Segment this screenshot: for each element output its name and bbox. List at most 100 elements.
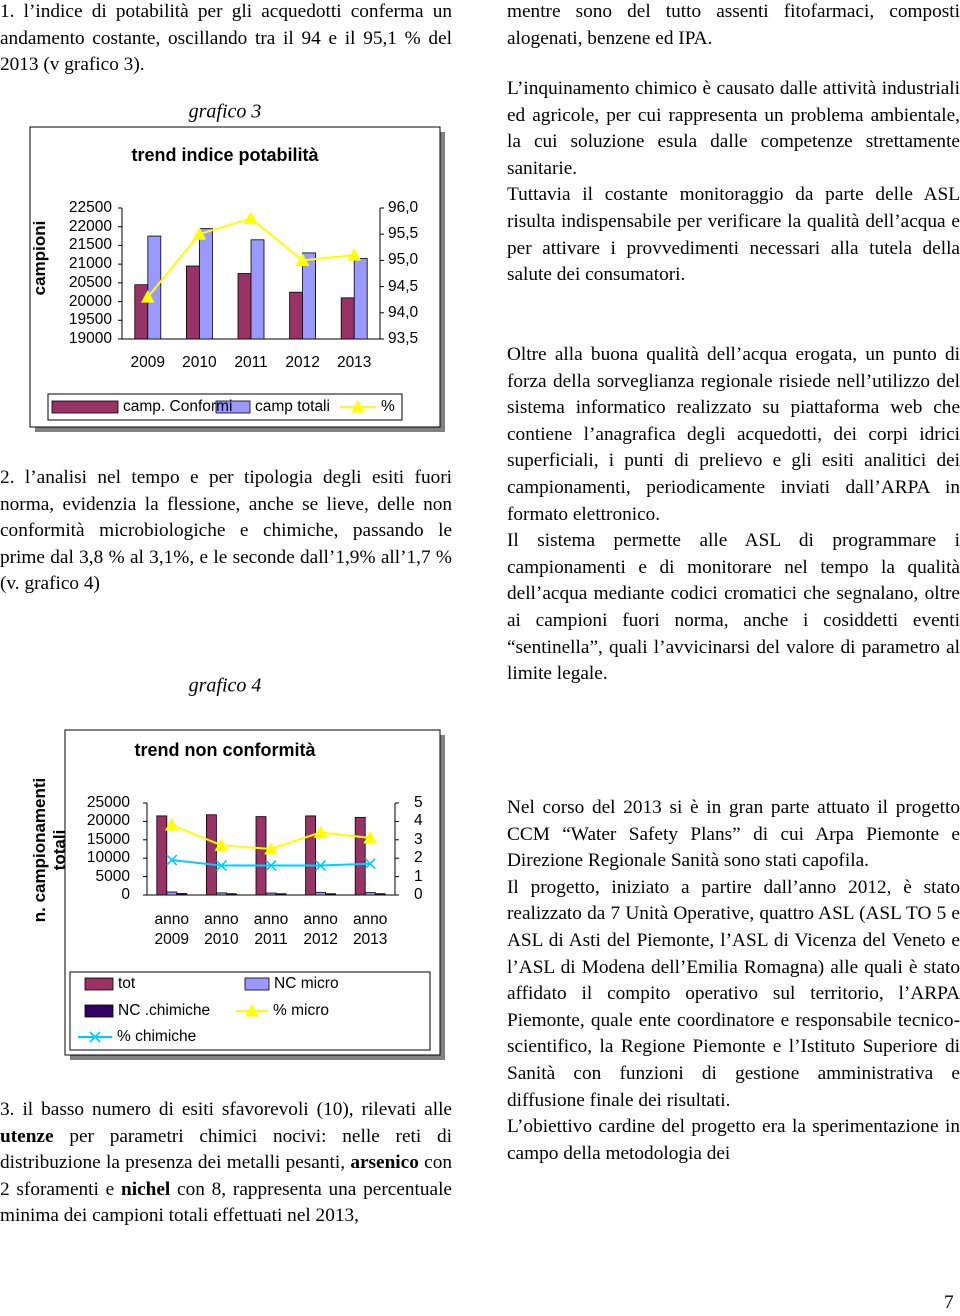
y-axis-label: campioni: [30, 220, 49, 296]
y2-tick-label: 3: [414, 830, 423, 848]
bar: [225, 893, 237, 896]
x-tick-label: anno 2013: [352, 911, 388, 948]
x-tick-label: 2011: [234, 354, 268, 371]
legend-swatch: [84, 1004, 114, 1018]
paragraph: Oltre alla buona qualità dell’acqua erog…: [507, 344, 960, 525]
bar: [185, 265, 200, 340]
page-number: 7: [944, 1292, 954, 1313]
paragraph: 1. l’indice di potabilità per gli acqued…: [0, 1, 452, 76]
y2-tick-label: 94,5: [388, 277, 419, 295]
y2-tick-label: 4: [414, 812, 423, 830]
y-tick-label: 15000: [86, 830, 130, 848]
y-tick-label: 19000: [68, 330, 112, 347]
bold-text: nichel: [120, 1178, 171, 1200]
bar: [325, 893, 337, 896]
x-tick-label: anno 2011: [253, 911, 289, 948]
y-tick-label: 10000: [86, 849, 130, 867]
y-tick-label: 20000: [68, 292, 112, 310]
bar: [340, 297, 355, 340]
marker: [214, 838, 229, 851]
y2-tick-label: 0: [414, 886, 423, 903]
marker: [363, 830, 378, 844]
marker: [351, 399, 365, 413]
figure-caption: grafico 4: [188, 674, 262, 697]
y-axis-label: n. campionamenti totali: [30, 777, 69, 923]
paragraph: Nel corso del 2013 si è in gran parte at…: [507, 797, 960, 872]
y2-tick-label: 5: [414, 794, 423, 811]
legend-label: % chimiche: [117, 1028, 197, 1045]
legend-label: % micro: [273, 1002, 329, 1019]
bar: [250, 239, 265, 340]
marker: [244, 211, 258, 224]
legend-swatch: [84, 977, 114, 991]
legend-swatch: [215, 400, 251, 414]
bar: [237, 273, 252, 340]
marker: [313, 825, 328, 838]
text-block: Nel corso del 2013 si è in gran parte at…: [507, 795, 960, 1167]
y-tick-label: 25000: [86, 794, 130, 811]
marker: [164, 818, 179, 831]
legend-label: NC .chimiche: [118, 1002, 211, 1019]
x-tick-label: 2013: [336, 354, 372, 371]
bar: [198, 228, 213, 340]
bar: [353, 258, 368, 340]
x-tick-label: 2010: [182, 354, 217, 371]
text-block: L’inquinamento chimico è causato dalle a…: [507, 76, 960, 289]
bar: [255, 816, 267, 896]
legend-swatch: [51, 400, 119, 414]
bar: [176, 893, 188, 896]
bar: [147, 235, 162, 340]
marker: [315, 859, 327, 872]
bar: [156, 815, 168, 896]
legend-frame: [69, 971, 431, 1051]
marker: [245, 1003, 259, 1017]
y-tick-label: 20500: [68, 273, 112, 291]
x-tick-label: 2012: [285, 354, 320, 371]
legend-swatch: [244, 977, 270, 991]
paragraph: L’inquinamento chimico è causato dalle a…: [507, 78, 960, 179]
chart-title: trend non conformità: [134, 740, 316, 760]
marker: [265, 859, 277, 872]
x-tick-label: anno 2009: [154, 911, 190, 948]
text: per parametri chimici nocivi: nelle reti…: [0, 1125, 452, 1174]
legend-label: %: [381, 398, 395, 415]
text: con 2 sforamenti e: [0, 1152, 452, 1200]
paragraph: Il sistema permette alle ASL di programm…: [507, 530, 960, 685]
paragraph: L’obiettivo cardine del progetto era la …: [507, 1116, 960, 1164]
paragraph: Il progetto, iniziato a partire dall’ann…: [507, 876, 960, 1111]
legend-label: camp totali: [255, 398, 330, 415]
bar: [215, 892, 227, 896]
bar: [166, 891, 178, 896]
y2-tick-label: 2: [414, 849, 423, 867]
x-tick-label: 2009: [130, 354, 166, 371]
paragraph: mentre sono del tutto assenti fitofarmac…: [507, 1, 960, 49]
bar: [289, 291, 304, 340]
bar: [302, 252, 317, 340]
y2-tick-label: 1: [414, 867, 423, 885]
text: con 8, rappresenta una percentuale minim…: [0, 1178, 452, 1227]
text: 3. il basso numero di esiti sfavorevoli …: [0, 1099, 452, 1120]
legend-label: tot: [118, 975, 136, 992]
marker: [192, 227, 207, 240]
x-tick-label: anno 2012: [303, 911, 338, 948]
y-tick-label: 0: [121, 886, 130, 903]
marker: [89, 1031, 101, 1043]
marker: [215, 859, 227, 872]
bar: [134, 284, 149, 340]
bold-text: utenze: [0, 1125, 54, 1147]
chart-frame: [64, 729, 441, 1056]
text-block: Oltre alla buona qualità dell’acqua erog…: [507, 342, 960, 688]
bold-text: arsenico: [350, 1152, 419, 1174]
bar: [205, 814, 217, 896]
paragraph: Tuttavia il costante monitoraggio da par…: [507, 184, 960, 286]
marker: [166, 854, 178, 866]
legend-label: camp. Conformi: [123, 398, 233, 415]
y2-tick-label: 96,0: [388, 199, 419, 216]
paragraph: 2. l’analisi nel tempo e per tipologia d…: [0, 467, 452, 595]
bar: [364, 892, 376, 896]
bar: [275, 893, 287, 896]
y-tick-label: 22500: [68, 199, 112, 216]
y2-tick-label: 95,5: [388, 225, 419, 243]
